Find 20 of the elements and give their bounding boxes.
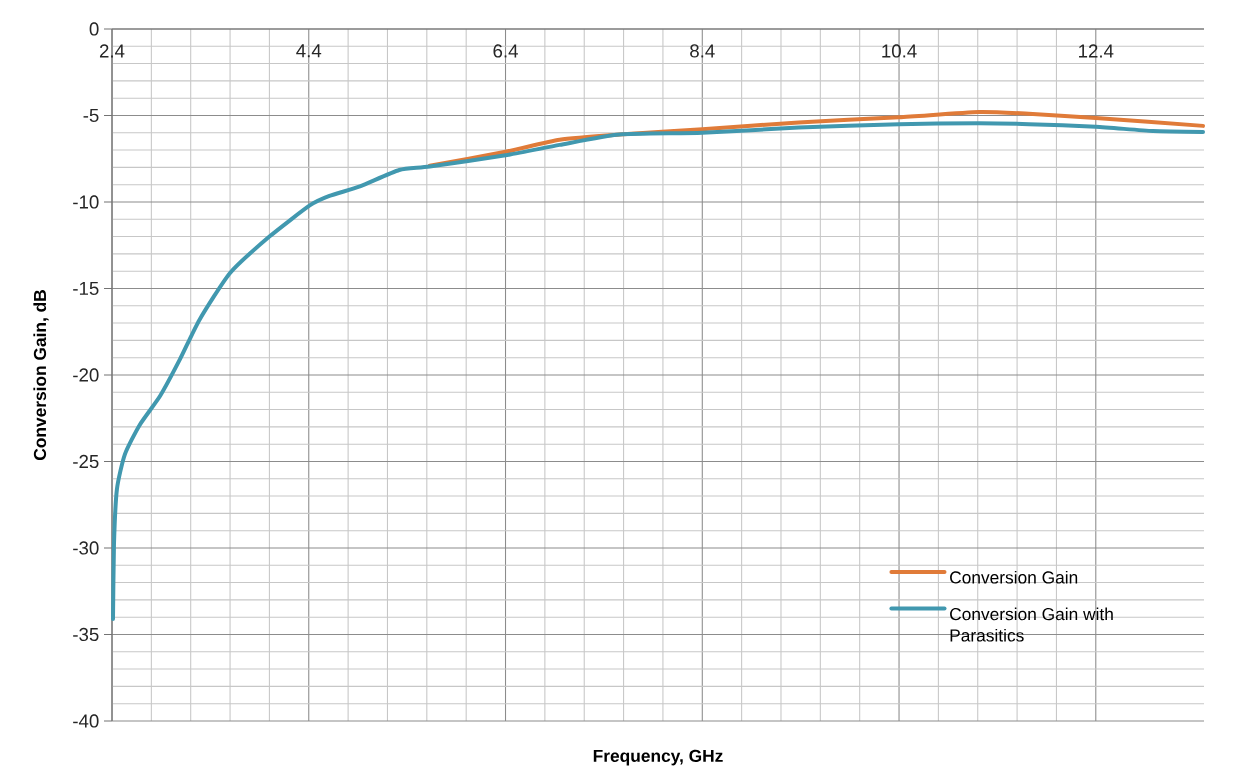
y-tick-label: -5 [83, 109, 99, 123]
legend-label: Conversion Gain with Parasitics [950, 607, 1113, 642]
x-tick-label: 8.4 [690, 44, 715, 58]
x-tick-label: 4.4 [296, 44, 322, 58]
y-axis-title: Conversion Gain, dB [33, 290, 49, 461]
x-tick-label: 6.4 [493, 44, 518, 58]
x-tick-label: 2.4 [99, 44, 125, 58]
line-series [110, 121, 1206, 621]
y-tick-label: 0 [89, 22, 99, 36]
y-tick-label: -15 [73, 282, 99, 296]
y-tick-label: -35 [73, 627, 99, 642]
legend-label: Conversion Gain [950, 570, 1078, 584]
x-axis-title: Frequency, GHz [593, 749, 723, 766]
y-tick-label: -30 [73, 541, 99, 555]
x-tick-label: 12.4 [1079, 44, 1114, 58]
y-tick-label: -25 [73, 454, 99, 469]
y-tick-label: -40 [73, 714, 99, 728]
x-tick-label: 10.4 [882, 44, 917, 58]
y-tick-label: -10 [73, 195, 99, 209]
y-tick-label: -20 [73, 368, 99, 382]
